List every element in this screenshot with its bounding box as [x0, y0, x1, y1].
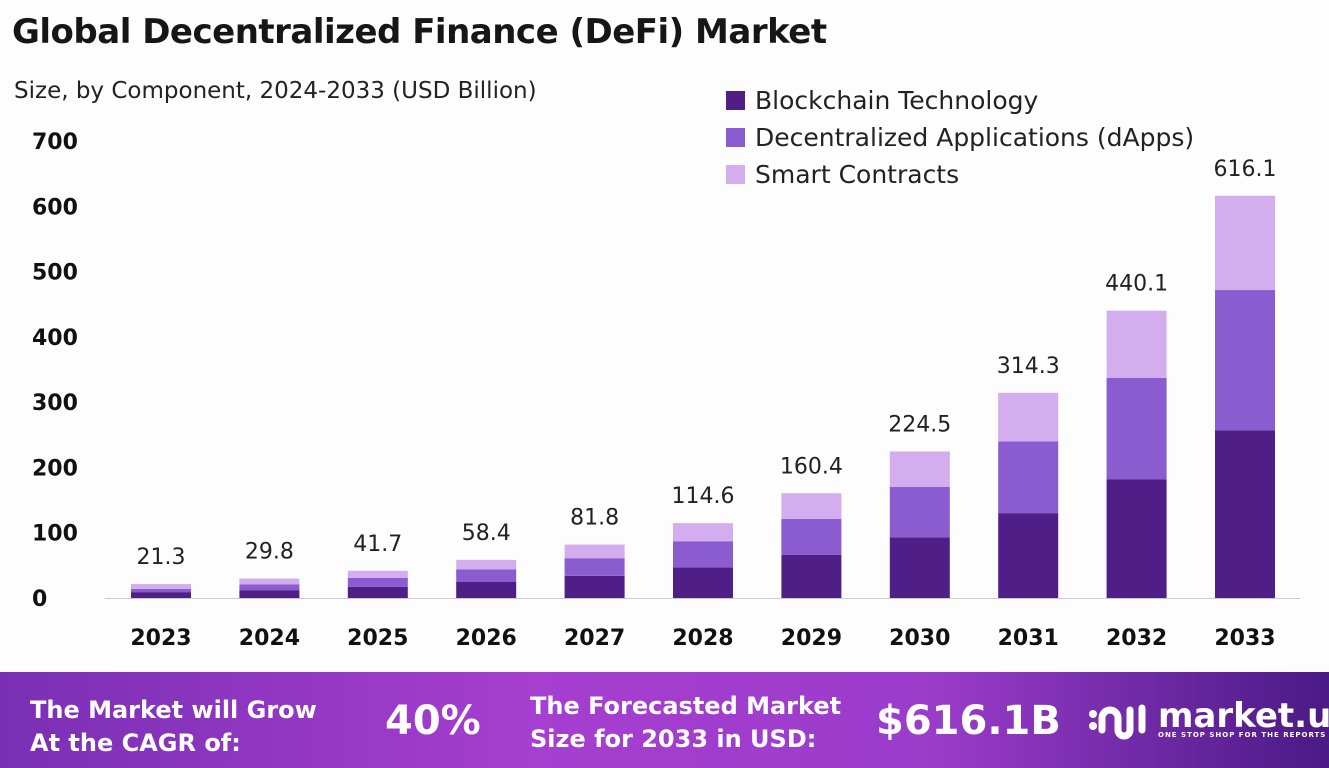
total-label: 224.5 [888, 412, 951, 437]
bar-segment [564, 558, 625, 576]
brand-logo-icon [1089, 704, 1146, 740]
forecast-label-line: The Forecasted Market [530, 692, 842, 720]
cagr-label-line: The Market will Grow [30, 696, 317, 724]
total-label: 440.1 [1105, 272, 1168, 297]
bar-segment [239, 584, 300, 591]
x-tick-label: 2032 [1106, 626, 1167, 651]
forecast-label-line: Size for 2033 in USD: [530, 725, 817, 753]
y-tick-label: 700 [32, 130, 78, 155]
forecast-value: $616.1B [876, 698, 1061, 744]
legend-swatch [726, 128, 745, 147]
bar-segment [781, 519, 842, 555]
legend: Blockchain Technology Decentralized Appl… [726, 82, 1194, 193]
bar-chart: 0 100 200 300 400 500 600 700 21.3 2023 29.8 2024 41… [32, 130, 1300, 651]
bar-segment [1215, 290, 1275, 431]
x-tick-label: 2031 [998, 626, 1059, 651]
y-tick-label: 500 [32, 261, 78, 286]
bar-segment [456, 582, 517, 598]
bar-segment [564, 544, 625, 559]
x-tick-label: 2028 [672, 626, 733, 651]
chart-title: Global Decentralized Finance (DeFi) Mark… [12, 12, 827, 52]
footer-banner: The Market will Grow At the CAGR of: 40% … [0, 672, 1329, 768]
legend-item-smart-contracts: Smart Contracts [726, 156, 1194, 193]
x-tick-label: 2027 [564, 626, 625, 651]
bar-segment [1215, 430, 1275, 598]
bar-segment [998, 513, 1059, 598]
bar-segment [673, 523, 733, 542]
y-tick-label: 200 [32, 456, 78, 481]
bar-segment [131, 592, 191, 598]
legend-label: Smart Contracts [755, 160, 960, 189]
legend-item-dapps: Decentralized Applications (dApps) [726, 119, 1194, 156]
bar-segment [1215, 195, 1275, 291]
bar-segment [456, 569, 517, 583]
bar-segment [889, 451, 950, 488]
cagr-value: 40% [385, 698, 481, 744]
bar-segment [239, 590, 300, 598]
bar-segment [889, 487, 950, 538]
brand-tagline: ONE STOP SHOP FOR THE REPORTS [1158, 731, 1327, 739]
bar-segment [347, 570, 408, 578]
x-tick-label: 2024 [239, 626, 300, 651]
y-tick-label: 100 [32, 522, 78, 547]
bar-segment [673, 541, 733, 568]
y-tick-label: 300 [32, 391, 78, 416]
legend-item-blockchain: Blockchain Technology [726, 82, 1194, 119]
bar-segment [131, 584, 191, 589]
y-tick-label: 400 [32, 326, 78, 351]
brand-name: market.us [1158, 696, 1329, 736]
bar-segment [998, 392, 1059, 442]
bar-segment [1106, 479, 1167, 598]
cagr-label: The Market will Grow At the CAGR of: [30, 694, 317, 760]
brand-logo: market.us ONE STOP SHOP FOR THE REPORTS [1088, 698, 1329, 742]
total-label: 58.4 [462, 521, 511, 546]
forecast-label: The Forecasted Market Size for 2033 in US… [530, 690, 841, 756]
bar-segment [1106, 377, 1167, 480]
total-label: 81.8 [570, 506, 619, 531]
x-tick-label: 2025 [347, 626, 408, 651]
y-tick-label: 600 [32, 195, 78, 220]
x-tick-label: 2026 [456, 626, 517, 651]
bar-segment [239, 578, 300, 585]
total-label: 616.1 [1214, 157, 1277, 182]
x-tick-label: 2033 [1214, 626, 1275, 651]
x-tick-label: 2029 [781, 626, 842, 651]
cagr-label-line: At the CAGR of: [30, 729, 241, 757]
bar-segment [889, 537, 950, 598]
total-label: 29.8 [245, 540, 294, 565]
bar-segment [673, 567, 733, 598]
chart-subtitle: Size, by Component, 2024-2033 (USD Billi… [14, 78, 537, 104]
x-tick-label: 2023 [130, 626, 191, 651]
total-label: 41.7 [353, 532, 402, 557]
total-label: 21.3 [137, 545, 186, 570]
legend-swatch [726, 165, 745, 184]
bar-segment [781, 493, 842, 520]
x-tick-label: 2030 [889, 626, 950, 651]
total-label: 160.4 [780, 454, 843, 479]
bar-segment [456, 559, 517, 570]
bar-segment [347, 586, 408, 598]
legend-label: Decentralized Applications (dApps) [755, 123, 1195, 152]
bar-segment [1106, 310, 1167, 378]
bar-segment [998, 441, 1059, 514]
total-label: 114.6 [672, 484, 735, 509]
total-label: 314.3 [997, 354, 1060, 379]
y-tick-label: 0 [32, 587, 47, 612]
legend-swatch [726, 91, 745, 110]
bar-segment [781, 554, 842, 598]
bar-segment [564, 575, 625, 598]
bar-segment [131, 588, 191, 593]
legend-label: Blockchain Technology [755, 86, 1039, 115]
bar-segment [347, 577, 408, 587]
